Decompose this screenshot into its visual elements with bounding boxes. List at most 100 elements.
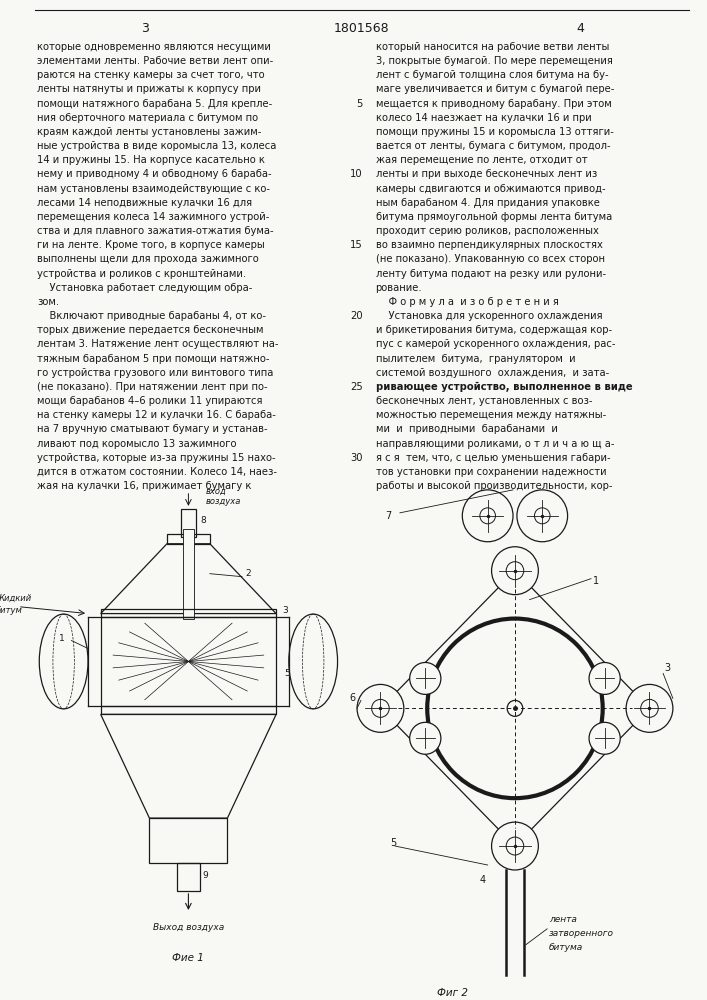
Text: 4: 4 (576, 22, 584, 35)
Text: битум: битум (0, 606, 23, 615)
Text: маге увеличивается и битум с бумагой пере-: маге увеличивается и битум с бумагой пер… (375, 84, 614, 94)
Text: нам установлены взаимодействующие с ко-: нам установлены взаимодействующие с ко- (37, 184, 270, 194)
Circle shape (357, 684, 404, 732)
Text: тов установки при сохранении надежности: тов установки при сохранении надежности (375, 467, 606, 477)
Text: 2: 2 (245, 569, 250, 578)
Circle shape (589, 722, 620, 754)
Text: ливают под коромысло 13 зажимного: ливают под коромысло 13 зажимного (37, 439, 237, 449)
Text: 3, покрытые бумагой. По мере перемещения: 3, покрытые бумагой. По мере перемещения (375, 56, 612, 66)
Text: торых движение передается бесконечным: торых движение передается бесконечным (37, 325, 264, 335)
Text: ные устройства в виде коромысла 13, колеса: ные устройства в виде коромысла 13, коле… (37, 141, 276, 151)
Text: работы и высокой производительности, кор-: работы и высокой производительности, кор… (375, 481, 612, 491)
Text: ми  и  приводными  барабанами  и: ми и приводными барабанами и (375, 424, 557, 434)
Bar (177, 863, 200, 891)
Text: жая перемещение по ленте, отходит от: жая перемещение по ленте, отходит от (375, 155, 588, 165)
Text: ленты и при выходе бесконечных лент из: ленты и при выходе бесконечных лент из (375, 169, 597, 179)
Text: 20: 20 (350, 311, 363, 321)
Text: битума: битума (549, 943, 583, 952)
Text: 25: 25 (350, 382, 363, 392)
Text: на стенку камеры 12 и кулачки 16. С бараба-: на стенку камеры 12 и кулачки 16. С бара… (37, 410, 276, 420)
Text: помощи натяжного барабана 5. Для крепле-: помощи натяжного барабана 5. Для крепле- (37, 99, 273, 109)
Bar (100, 706, 276, 714)
Text: можностью перемещения между натяжны-: можностью перемещения между натяжны- (375, 410, 606, 420)
Text: 5: 5 (284, 669, 290, 678)
Text: Выход воздуха: Выход воздуха (153, 923, 224, 932)
Text: помощи пружины 15 и коромысла 13 оттяги-: помощи пружины 15 и коромысла 13 оттяги- (375, 127, 614, 137)
Text: 7: 7 (385, 511, 392, 521)
Text: (не показано). При натяжении лент при по-: (не показано). При натяжении лент при по… (37, 382, 268, 392)
Text: вход: вход (206, 487, 227, 496)
Circle shape (589, 662, 620, 694)
Text: камеры сдвигаются и обжимаются привод-: камеры сдвигаются и обжимаются привод- (375, 184, 605, 194)
Text: на 7 вручную сматывают бумагу и устанав-: на 7 вручную сматывают бумагу и устанав- (37, 424, 268, 434)
Text: пус с камерой ускоренного охлаждения, рас-: пус с камерой ускоренного охлаждения, ра… (375, 339, 615, 349)
Text: нему и приводному 4 и обводному 6 бараба-: нему и приводному 4 и обводному 6 бараба… (37, 169, 272, 179)
Text: лесами 14 неподвижные кулачки 16 для: лесами 14 неподвижные кулачки 16 для (37, 198, 252, 208)
Text: 4: 4 (479, 875, 486, 885)
Text: 14 и пружины 15. На корпусе касательно к: 14 и пружины 15. На корпусе касательно к (37, 155, 265, 165)
Text: 3: 3 (664, 663, 670, 673)
Text: Установка работает следующим обра-: Установка работает следующим обра- (37, 283, 252, 293)
Text: ленты натянуты и прижаты к корпусу при: ленты натянуты и прижаты к корпусу при (37, 84, 262, 94)
Text: Фие 1: Фие 1 (173, 953, 204, 963)
Text: 15: 15 (350, 240, 363, 250)
Text: 5: 5 (390, 838, 397, 848)
Text: 1: 1 (59, 634, 64, 643)
Text: 8: 8 (200, 516, 206, 525)
Text: 30: 30 (351, 453, 363, 463)
Text: 1: 1 (593, 576, 599, 586)
Text: устройства, которые из-за пружины 15 нахо-: устройства, которые из-за пружины 15 нах… (37, 453, 276, 463)
Text: ния оберточного материала с битумом по: ния оберточного материала с битумом по (37, 113, 259, 123)
Circle shape (462, 490, 513, 542)
Circle shape (626, 684, 673, 732)
Circle shape (409, 662, 441, 694)
Text: во взаимно перпендикулярных плоскостях: во взаимно перпендикулярных плоскостях (375, 240, 602, 250)
Circle shape (491, 547, 538, 595)
Text: 5: 5 (356, 99, 363, 109)
Circle shape (491, 822, 538, 870)
Text: дится в отжатом состоянии. Колесо 14, наез-: дится в отжатом состоянии. Колесо 14, на… (37, 467, 277, 477)
Text: проходит серию роликов, расположенных: проходит серию роликов, расположенных (375, 226, 598, 236)
Text: мощи барабанов 4–6 ролики 11 упираются: мощи барабанов 4–6 ролики 11 упираются (37, 396, 263, 406)
Text: и брикетирования битума, содержащая кор-: и брикетирования битума, содержащая кор- (375, 325, 612, 335)
Text: лент с бумагой толщина слоя битума на бу-: лент с бумагой толщина слоя битума на бу… (375, 70, 608, 80)
Text: раются на стенку камеры за счет того, что: раются на стенку камеры за счет того, чт… (37, 70, 265, 80)
Text: вается от ленты, бумага с битумом, продол-: вается от ленты, бумага с битумом, продо… (375, 141, 610, 151)
Text: 10: 10 (350, 169, 363, 179)
Text: Установка для ускоренного охлаждения: Установка для ускоренного охлаждения (375, 311, 602, 321)
Text: 3: 3 (141, 22, 148, 35)
Text: рование.: рование. (375, 283, 422, 293)
Bar (167, 534, 210, 544)
Text: Жидкий: Жидкий (0, 594, 32, 603)
Text: затворенного: затворенного (549, 929, 614, 938)
Bar (182, 529, 194, 619)
Bar (100, 617, 276, 706)
Text: Фиг 2: Фиг 2 (437, 988, 468, 998)
Text: воздуха: воздуха (206, 497, 241, 506)
Text: Включают приводные барабаны 4, от ко-: Включают приводные барабаны 4, от ко- (37, 311, 267, 321)
Bar (180, 509, 197, 537)
Text: я с я  тем, что, с целью уменьшения габари-: я с я тем, что, с целью уменьшения габар… (375, 453, 610, 463)
Text: лентам 3. Натяжение лент осуществляют на-: лентам 3. Натяжение лент осуществляют на… (37, 339, 279, 349)
Text: 3: 3 (282, 606, 288, 615)
Text: го устройства грузового или винтового типа: го устройства грузового или винтового ти… (37, 368, 274, 378)
Text: бесконечных лент, установленных с воз-: бесконечных лент, установленных с воз- (375, 396, 592, 406)
Text: колесо 14 наезжает на кулачки 16 и при: колесо 14 наезжает на кулачки 16 и при (375, 113, 591, 123)
Text: лента: лента (549, 915, 577, 924)
Text: ривающее устройство, выполненное в виде: ривающее устройство, выполненное в виде (375, 382, 632, 392)
Bar (100, 609, 276, 617)
Bar (149, 818, 228, 863)
Text: ным барабаном 4. Для придания упаковке: ным барабаном 4. Для придания упаковке (375, 198, 600, 208)
Text: жая на кулачки 16, прижимает бумагу к: жая на кулачки 16, прижимает бумагу к (37, 481, 252, 491)
Circle shape (517, 490, 568, 542)
Text: перемещения колеса 14 зажимного устрой-: перемещения колеса 14 зажимного устрой- (37, 212, 269, 222)
Text: системой воздушного  охлаждения,  и зата-: системой воздушного охлаждения, и зата- (375, 368, 609, 378)
Text: устройства и роликов с кронштейнами.: устройства и роликов с кронштейнами. (37, 269, 247, 279)
Text: который наносится на рабочие ветви ленты: который наносится на рабочие ветви ленты (375, 42, 609, 52)
Text: (не показано). Упакованную со всех сторон: (не показано). Упакованную со всех сторо… (375, 254, 604, 264)
Text: выполнены щели для прохода зажимного: выполнены щели для прохода зажимного (37, 254, 259, 264)
Text: элементами ленты. Рабочие ветви лент опи-: элементами ленты. Рабочие ветви лент опи… (37, 56, 274, 66)
Circle shape (409, 722, 441, 754)
Text: ства и для плавного зажатия-отжатия бума-: ства и для плавного зажатия-отжатия бума… (37, 226, 274, 236)
Text: пылителем  битума,  гранулятором  и: пылителем битума, гранулятором и (375, 354, 575, 364)
